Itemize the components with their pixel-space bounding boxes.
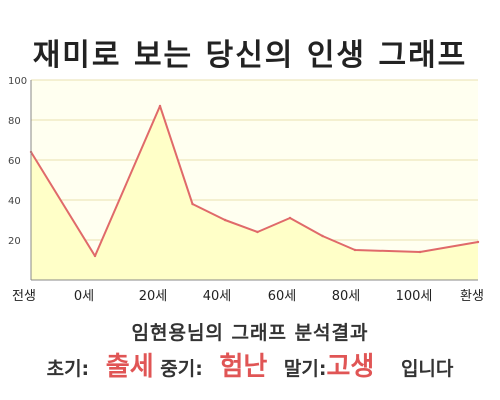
- data-point: [476, 240, 480, 244]
- y-tick-label: 40: [8, 196, 21, 207]
- summary-ending: 입니다: [400, 358, 454, 380]
- y-tick-label: 80: [8, 116, 21, 127]
- x-tick-label: 100세: [396, 289, 433, 304]
- x-tick-label: 80세: [332, 289, 361, 304]
- late-label: 말기:: [283, 358, 327, 380]
- data-point: [321, 234, 324, 238]
- chart-title: 재미로 보는 당신의 인생 그래프: [32, 38, 468, 73]
- data-point: [158, 104, 162, 108]
- data-point: [353, 248, 357, 252]
- early-value: 출세: [105, 352, 154, 382]
- life-graph-chart: 20 40 60 80 100 전생 0세 20세 40세 60세 80세 100세 환생: [8, 76, 484, 304]
- mid-label: 중기:: [160, 358, 203, 380]
- data-point: [418, 250, 422, 254]
- late-value: 고생: [326, 352, 375, 382]
- early-label: 초기:: [46, 358, 90, 380]
- result-summary: 초기: 출세 중기: 험난 말기:고생 입니다: [0, 346, 500, 383]
- x-tick-label: 전생: [12, 289, 36, 304]
- data-point: [93, 254, 97, 258]
- mid-value: 험난: [219, 352, 268, 382]
- x-tick-label: 환생: [460, 289, 484, 304]
- y-tick-label: 100: [8, 76, 27, 87]
- y-axis-ticks: 20 40 60 80 100: [8, 76, 27, 247]
- data-point: [288, 216, 292, 220]
- y-tick-label: 20: [8, 236, 21, 247]
- x-tick-label: 40세: [203, 289, 232, 304]
- result-subtitle: 임현용님의 그래프 분석결과: [131, 322, 369, 344]
- x-tick-label: 0세: [74, 289, 94, 304]
- x-tick-label: 60세: [268, 289, 297, 304]
- x-tick-label: 20세: [139, 289, 168, 304]
- x-axis-ticks: 전생 0세 20세 40세 60세 80세 100세 환생: [12, 289, 484, 304]
- data-point: [256, 230, 259, 234]
- y-tick-label: 60: [8, 156, 21, 167]
- plot-area: [29, 79, 480, 281]
- data-point: [223, 218, 227, 222]
- area-fill: [31, 106, 478, 280]
- data-point: [191, 202, 194, 206]
